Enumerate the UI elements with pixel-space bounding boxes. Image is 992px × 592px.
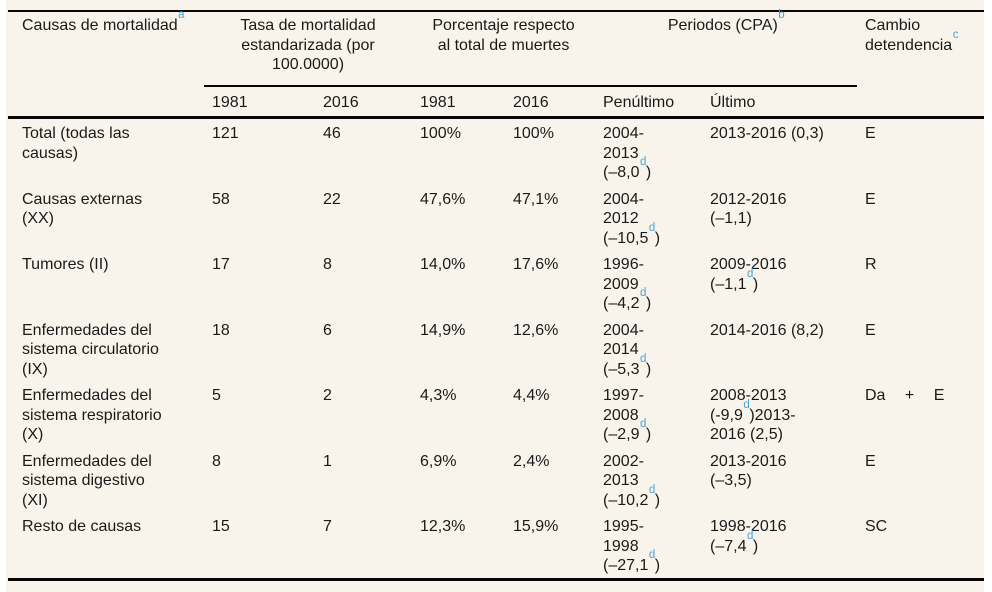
trend-change-cell: E	[865, 452, 876, 470]
rate-1981-cell: 17	[212, 256, 230, 273]
pct-2016-cell: 4,4%	[513, 387, 550, 404]
column-group-periods-cpa: Periodos (CPA)b	[667, 9, 785, 34]
pct-2016-cell: 12,6%	[513, 321, 559, 339]
subheader-rate-2016: 2016	[323, 94, 359, 111]
penultimate-period-cell: 1995- 1998 (–27,1d)	[603, 518, 661, 574]
rate-2016-cell: 46	[323, 125, 341, 142]
rate-1981-cell: 8	[212, 452, 221, 470]
cause-cell: Tumores (II)	[22, 256, 109, 273]
penultimate-period-cell: 1996- 2009 (–4,2d)	[603, 256, 652, 312]
footnote-link-c[interactable]: c	[952, 28, 959, 41]
footnote-link-d[interactable]: d	[639, 352, 647, 365]
last-period-cell: 2013-2016 (–3,5)	[710, 452, 787, 490]
table-body: Total (todas las causas) 121 46 100% 100…	[8, 119, 984, 578]
table-top-border	[8, 10, 984, 12]
trend-change-cell: R	[865, 256, 877, 273]
penultimate-period-cell: 1997- 2008 (–2,9d)	[603, 387, 652, 443]
pct-1981-cell: 100%	[420, 125, 461, 142]
footnote-link-d[interactable]: d	[639, 156, 647, 169]
pct-1981-cell: 4,3%	[420, 387, 457, 404]
rate-2016-cell: 7	[323, 518, 332, 535]
subheader-penultimate-period: Penúltimo	[603, 94, 675, 111]
last-period-cell: 2012-2016 (–1,1)	[710, 190, 787, 228]
last-period-cell: 2009-2016 (–1,1d)	[710, 256, 787, 293]
footnote-link-d[interactable]: d	[648, 221, 656, 234]
rate-1981-cell: 58	[212, 190, 230, 208]
trend-change-cell: SC	[865, 518, 888, 535]
trend-change-cell: E	[865, 190, 876, 208]
pct-1981-cell: 14,9%	[420, 321, 466, 339]
rate-1981-cell: 121	[212, 125, 239, 142]
last-period-cell: 2014-2016 (8,2)	[710, 321, 824, 339]
pct-2016-cell: 17,6%	[513, 256, 559, 273]
footnote-link-d[interactable]: d	[639, 418, 647, 431]
pct-1981-cell: 14,0%	[420, 256, 466, 273]
footnote-link-d[interactable]: d	[746, 267, 754, 280]
trend-change-cell: E	[865, 125, 876, 142]
subheader-pct-2016: 2016	[513, 94, 549, 111]
cause-cell: Resto de causas	[22, 518, 142, 535]
last-period-cell: 1998-2016 (–7,4d)	[710, 518, 787, 555]
subheader-empty	[857, 92, 984, 116]
pct-1981-cell: 12,3%	[420, 518, 466, 535]
pct-2016-cell: 2,4%	[513, 452, 550, 470]
pct-1981-cell: 47,6%	[420, 190, 466, 208]
column-group-standardized-rate: Tasa de mortalidad estandarizada (por 10…	[240, 17, 376, 73]
penultimate-period-cell: 2004- 2014 (–5,3d)	[603, 321, 652, 378]
footnote-link-a[interactable]: a	[178, 9, 185, 22]
subheader-pct-1981: 1981	[420, 94, 456, 111]
subheader-empty	[8, 92, 204, 116]
cause-cell: Enfermedades del sistema digestivo (XI)	[22, 452, 152, 509]
footnote-link-d[interactable]: d	[648, 549, 656, 562]
rate-1981-cell: 18	[212, 321, 230, 339]
subheader-rate-1981: 1981	[212, 94, 248, 111]
subheader-row: 1981 2016 1981 2016 Penúltimo Último	[8, 92, 984, 116]
header-body-divider	[8, 116, 984, 119]
footnote-link-d[interactable]: d	[743, 398, 750, 411]
cause-cell: Enfermedades del sistema circulatorio (I…	[22, 321, 159, 378]
footnote-link-d[interactable]: d	[648, 483, 656, 496]
rate-2016-cell: 8	[323, 256, 332, 273]
table-bottom-border	[8, 578, 984, 581]
trend-change-cell: E	[865, 321, 876, 339]
pct-2016-cell: 15,9%	[513, 518, 559, 535]
rate-2016-cell: 2	[323, 387, 332, 404]
rate-1981-cell: 5	[212, 387, 221, 404]
rate-2016-cell: 22	[323, 190, 341, 208]
pct-2016-cell: 100%	[513, 125, 554, 142]
cause-cell: Causas externas (XX)	[22, 190, 143, 228]
last-period-cell: 2008-2013 (-9,9d)2013- 2016 (2,5)	[710, 387, 796, 443]
penultimate-period-cell: 2002- 2013 (–10,2d)	[603, 452, 661, 509]
pct-1981-cell: 6,9%	[420, 452, 457, 470]
cause-cell: Enfermedades del sistema respiratorio (X…	[22, 387, 162, 443]
column-header-trend-change: Cambio detendenciac	[865, 17, 959, 54]
trend-change-cell: Da + E	[865, 387, 945, 404]
cause-cell: Total (todas las causas)	[22, 125, 130, 162]
table-background-panel	[6, 0, 984, 592]
penultimate-period-cell: 2004- 2012 (–10,5d)	[603, 190, 661, 247]
rate-2016-cell: 6	[323, 321, 332, 339]
pct-2016-cell: 47,1%	[513, 190, 559, 208]
last-period-cell: 2013-2016 (0,3)	[710, 125, 824, 142]
column-header-causes: Causas de mortalidada	[22, 9, 185, 34]
footnote-link-d[interactable]: d	[639, 287, 647, 300]
rate-2016-cell: 1	[323, 452, 332, 470]
footnote-link-d[interactable]: d	[746, 529, 754, 542]
column-group-percentage-of-deaths: Porcentaje respecto al total de muertes	[432, 17, 575, 54]
subheader-last-period: Último	[710, 94, 756, 111]
group-header-underline	[204, 85, 857, 87]
penultimate-period-cell: 2004- 2013 (–8,0d)	[603, 125, 652, 181]
footnote-link-b[interactable]: b	[778, 9, 785, 22]
rate-1981-cell: 15	[212, 518, 230, 535]
